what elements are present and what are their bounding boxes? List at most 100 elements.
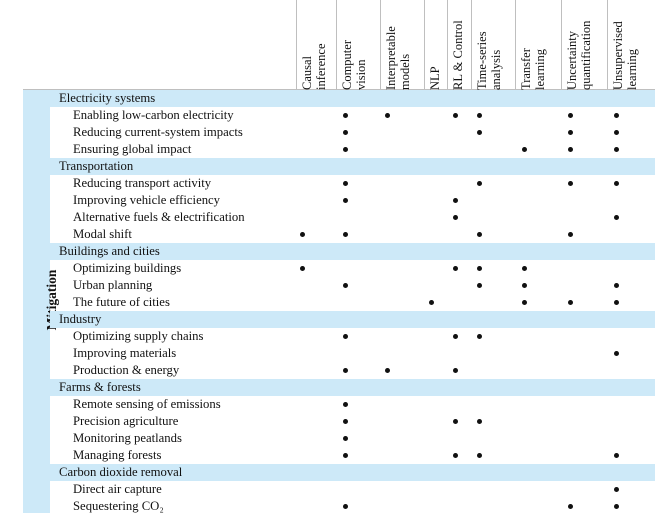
bullet-mark bbox=[299, 232, 305, 237]
bullet-mark bbox=[476, 283, 482, 288]
bullet-mark bbox=[613, 504, 619, 509]
column-header: Transfer learning bbox=[519, 48, 547, 90]
column-header: NLP bbox=[428, 66, 442, 90]
bullet-mark bbox=[567, 232, 573, 237]
column-header-line: models bbox=[398, 53, 412, 90]
column-header-line: learning bbox=[533, 49, 547, 90]
bullet-mark bbox=[521, 266, 527, 271]
bullet-mark bbox=[452, 113, 458, 118]
section-title: Carbon dioxide removal bbox=[59, 465, 183, 479]
table-row-label: Precision agriculture bbox=[73, 414, 179, 428]
column-header: Time-series analysis bbox=[475, 31, 503, 90]
table-row-label: Urban planning bbox=[73, 278, 153, 292]
table-row-label: Enabling low-carbon electricity bbox=[73, 108, 234, 122]
column-header: RL & Control bbox=[451, 20, 465, 90]
table-row-label: Production & energy bbox=[73, 363, 180, 377]
table-row-label: Optimizing supply chains bbox=[73, 329, 204, 343]
section-header-band bbox=[50, 379, 655, 396]
header-divider bbox=[336, 0, 337, 90]
table-row-label: Reducing current-system impacts bbox=[73, 125, 243, 139]
table-row-label: Improving vehicle efficiency bbox=[73, 193, 221, 207]
table-row-label: Improving materials bbox=[73, 346, 177, 360]
bullet-mark bbox=[521, 147, 527, 152]
section-header-band bbox=[50, 464, 655, 481]
column-header-line: Causal bbox=[300, 55, 314, 90]
section-header-band bbox=[50, 311, 655, 328]
bullet-mark bbox=[521, 300, 527, 305]
row-group-band bbox=[23, 90, 50, 513]
bullet-mark bbox=[567, 113, 573, 118]
section-header-band bbox=[50, 158, 655, 175]
bullet-mark bbox=[342, 283, 348, 288]
column-header-line: learning bbox=[625, 49, 639, 90]
bullet-mark bbox=[476, 266, 482, 271]
bullet-mark bbox=[299, 266, 305, 271]
bullet-mark bbox=[452, 368, 458, 373]
bullet-mark bbox=[476, 232, 482, 237]
bullet-mark bbox=[342, 181, 348, 186]
header-divider bbox=[380, 0, 381, 90]
section-title: Buildings and cities bbox=[59, 244, 160, 258]
header-divider bbox=[296, 0, 297, 90]
column-header-line: inference bbox=[314, 43, 328, 91]
column-header-line: quantification bbox=[579, 20, 593, 90]
section-title: Industry bbox=[59, 312, 102, 326]
bullet-mark bbox=[476, 453, 482, 458]
bullet-mark bbox=[452, 198, 458, 203]
bullet-mark bbox=[613, 351, 619, 356]
section-title: Electricity systems bbox=[59, 91, 156, 105]
bullet-mark bbox=[452, 453, 458, 458]
bullet-mark bbox=[476, 334, 482, 339]
bullet-mark bbox=[613, 113, 619, 118]
bullet-mark bbox=[452, 419, 458, 424]
table-row-label: Ensuring global impact bbox=[73, 142, 192, 156]
table-row-label: Direct air capture bbox=[73, 482, 162, 496]
bullet-mark bbox=[342, 504, 348, 509]
bullet-mark bbox=[342, 147, 348, 152]
column-header-line: Interpretable bbox=[384, 26, 398, 90]
bullet-mark bbox=[613, 147, 619, 152]
bullet-mark bbox=[613, 181, 619, 186]
table-row-label: Remote sensing of emissions bbox=[73, 397, 221, 411]
header-divider bbox=[471, 0, 472, 90]
column-header-line: Unsupervised bbox=[611, 21, 625, 90]
bullet-mark bbox=[384, 113, 390, 118]
column-header-line: RL & Control bbox=[451, 20, 465, 90]
table-row-label: Optimizing buildings bbox=[73, 261, 182, 275]
bullet-mark bbox=[342, 334, 348, 339]
bullet-mark bbox=[452, 266, 458, 271]
column-header: Uncertainty quantification bbox=[565, 21, 593, 90]
bullet-mark bbox=[342, 453, 348, 458]
bullet-mark bbox=[567, 147, 573, 152]
bullet-mark bbox=[452, 215, 458, 220]
table-row-label: Monitoring peatlands bbox=[73, 431, 182, 445]
bullet-mark bbox=[452, 334, 458, 339]
bullet-mark bbox=[613, 215, 619, 220]
column-header-line: Computer bbox=[340, 40, 354, 90]
bullet-mark bbox=[567, 300, 573, 305]
bullet-mark bbox=[613, 487, 619, 492]
bullet-mark bbox=[342, 113, 348, 118]
column-header-line: Time-series bbox=[475, 31, 489, 90]
header-divider bbox=[447, 0, 448, 90]
bullet-mark bbox=[476, 181, 482, 186]
table-row-label: Modal shift bbox=[73, 227, 132, 241]
bullet-mark bbox=[567, 504, 573, 509]
bullet-mark bbox=[476, 130, 482, 135]
table-row-label: Sequestering CO₂ bbox=[73, 499, 164, 513]
header-divider bbox=[607, 0, 608, 90]
bullet-mark bbox=[384, 368, 390, 373]
bullet-mark bbox=[567, 181, 573, 186]
column-header-line: Transfer bbox=[519, 48, 533, 90]
table-row-label: The future of cities bbox=[73, 295, 170, 309]
bullet-mark bbox=[342, 436, 348, 441]
bullet-mark bbox=[613, 300, 619, 305]
bullet-mark bbox=[342, 368, 348, 373]
column-header-line: Uncertainty bbox=[565, 30, 579, 90]
column-header: Interpretable models bbox=[384, 26, 412, 90]
bullet-mark bbox=[613, 130, 619, 135]
bullet-mark bbox=[476, 113, 482, 118]
header-divider bbox=[424, 0, 425, 90]
bullet-mark bbox=[613, 283, 619, 288]
bullet-mark bbox=[613, 453, 619, 458]
